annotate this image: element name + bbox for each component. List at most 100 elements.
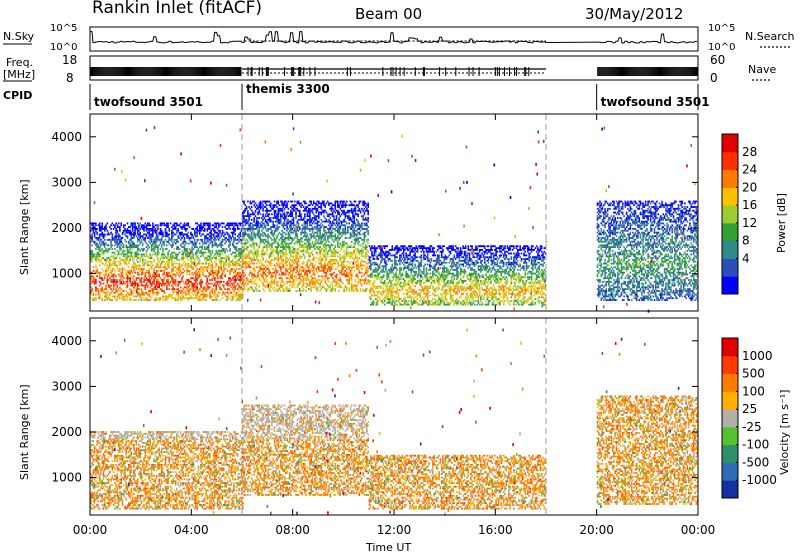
range-cell — [268, 288, 271, 291]
range-cell — [177, 290, 179, 292]
range-cell — [150, 266, 153, 269]
range-cell — [215, 255, 217, 258]
range-cell — [100, 233, 102, 236]
range-cell — [309, 222, 311, 225]
range-cell — [286, 226, 288, 229]
range-cell — [185, 280, 187, 283]
range-cell — [282, 202, 285, 205]
range-cell — [220, 257, 223, 260]
range-cell — [202, 293, 205, 296]
range-cell — [133, 242, 135, 245]
range-cell — [102, 242, 105, 245]
range-cell — [287, 215, 290, 218]
range-cell — [242, 231, 244, 234]
range-cell — [106, 251, 109, 254]
range-cell — [234, 228, 236, 230]
range-cell — [291, 200, 293, 203]
range-cell — [335, 277, 338, 280]
range-cell — [178, 259, 181, 261]
range-cell — [159, 277, 162, 280]
range-cell — [288, 271, 291, 274]
range-cell — [268, 213, 271, 216]
range-cell — [297, 260, 300, 263]
range-cell — [231, 262, 234, 265]
range-cell — [316, 228, 319, 230]
range-cell — [101, 290, 103, 292]
range-cell — [186, 222, 188, 225]
range-cell — [319, 290, 321, 292]
range-cell — [186, 257, 188, 260]
range-cell — [221, 231, 224, 234]
range-cell — [305, 286, 307, 289]
range-cell — [106, 279, 109, 281]
range-cell — [103, 264, 106, 267]
range-cell — [290, 206, 292, 208]
range-cell — [310, 279, 312, 281]
range-cell — [248, 255, 250, 258]
range-cell — [307, 288, 310, 291]
range-cell — [273, 249, 276, 252]
range-cell — [121, 246, 124, 249]
range-cell — [162, 295, 164, 298]
range-cell — [305, 246, 307, 249]
range-cell — [229, 240, 231, 243]
range-cell — [110, 244, 112, 247]
range-cell — [272, 226, 274, 229]
range-cell — [101, 286, 103, 289]
range-cell — [287, 211, 290, 214]
range-cell — [245, 222, 248, 225]
range-cell — [325, 253, 328, 256]
range-cell — [269, 220, 272, 223]
range-cell — [192, 282, 195, 285]
range-cell — [296, 242, 299, 245]
range-cell — [166, 240, 168, 243]
range-cell — [238, 286, 240, 289]
range-cell — [186, 237, 188, 239]
range-cell — [216, 293, 219, 296]
range-cell — [179, 270, 182, 272]
range-cell — [97, 237, 100, 239]
range-cell — [261, 226, 263, 229]
range-cell — [262, 246, 264, 249]
range-cell — [249, 228, 252, 230]
range-cell — [116, 291, 119, 294]
range-cell — [234, 284, 236, 287]
range-cell — [296, 253, 299, 256]
range-cell — [273, 257, 276, 260]
range-cell — [239, 257, 242, 260]
range-cell — [310, 268, 312, 270]
range-cell — [321, 286, 324, 289]
range-cell — [301, 280, 304, 283]
range-cell — [272, 235, 274, 238]
range-cell — [267, 229, 269, 232]
range-cell — [273, 209, 276, 212]
range-cell — [212, 228, 215, 230]
range-cell — [319, 237, 321, 239]
range-cell — [277, 264, 280, 267]
range-cell — [337, 204, 339, 207]
range-cell — [315, 209, 318, 212]
range-cell — [272, 220, 274, 223]
range-cell — [249, 207, 252, 210]
range-cell — [304, 246, 306, 249]
range-cell — [92, 266, 95, 269]
range-cell — [198, 226, 201, 229]
range-cell — [334, 279, 337, 281]
range-cell — [139, 257, 141, 260]
range-cell — [90, 249, 92, 252]
range-cell — [296, 202, 299, 205]
range-cell — [120, 224, 122, 227]
range-cell — [233, 222, 235, 225]
range-cell — [102, 249, 105, 252]
range-cell — [243, 275, 245, 278]
range-cell — [282, 217, 285, 219]
range-cell — [321, 220, 324, 223]
range-cell — [130, 224, 133, 227]
range-cell — [325, 282, 328, 285]
range-cell — [244, 229, 247, 232]
range-cell — [307, 277, 310, 280]
range-cell — [290, 264, 292, 267]
range-cell — [329, 262, 331, 265]
range-cell — [234, 257, 236, 260]
range-cell — [292, 206, 295, 208]
